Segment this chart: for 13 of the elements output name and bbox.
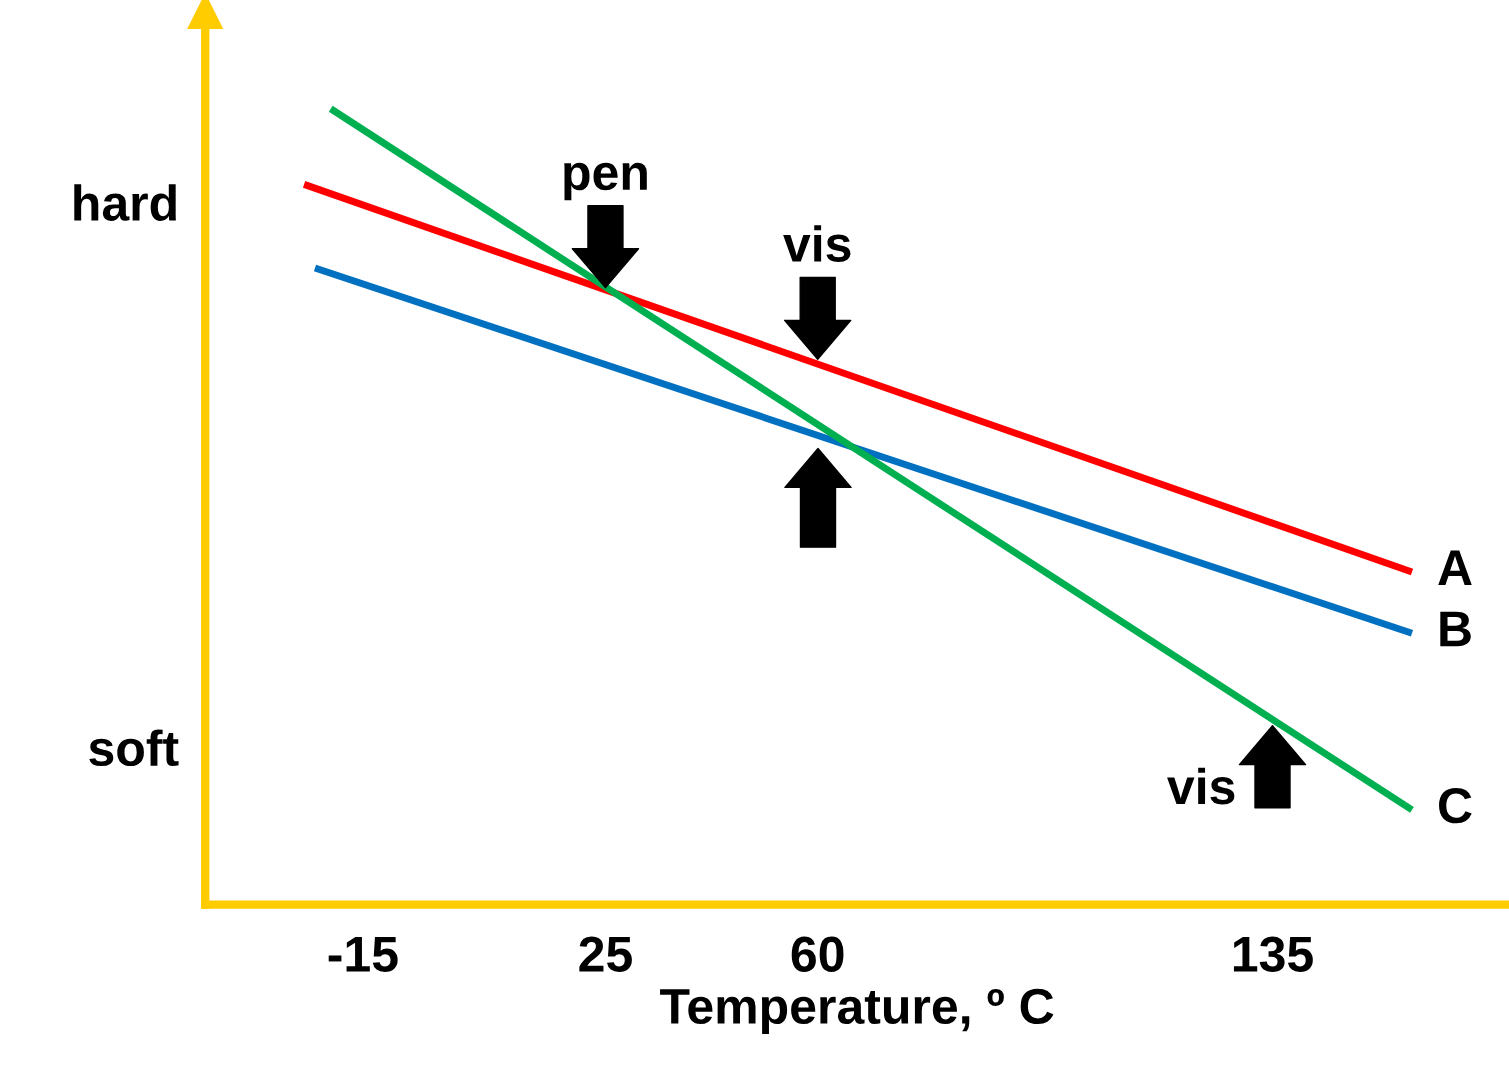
- series-label: C: [1439, 787, 1472, 824]
- x-axis-title: Temperature, º C: [660, 988, 1054, 1034]
- x-tick-label: 135: [1233, 936, 1313, 972]
- series-label: B: [1440, 611, 1471, 647]
- text: soft: [89, 729, 179, 767]
- x-tick-label: 25: [579, 936, 632, 972]
- annotation: vis: [1167, 767, 1235, 805]
- x-tick-label: -15: [328, 937, 398, 972]
- x-tick-label: 60: [791, 936, 844, 972]
- series-label: A: [1438, 550, 1472, 585]
- annotation: vis: [783, 225, 851, 262]
- text: hard: [74, 184, 176, 221]
- annotation: pen: [564, 162, 647, 201]
